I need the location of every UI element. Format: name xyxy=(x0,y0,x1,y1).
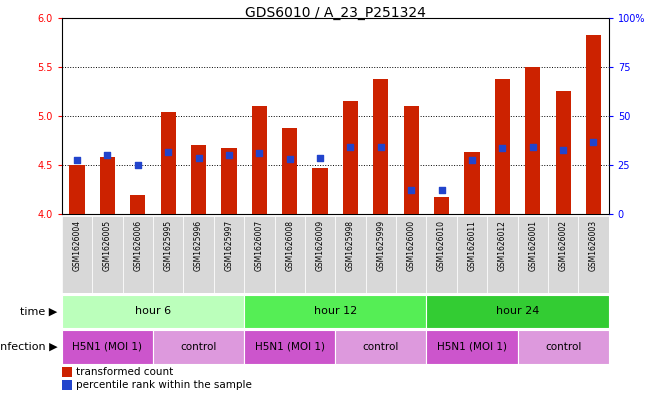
Bar xyxy=(161,112,176,214)
Text: GSM1626000: GSM1626000 xyxy=(407,220,416,271)
Bar xyxy=(214,216,244,293)
Text: GSM1626003: GSM1626003 xyxy=(589,220,598,271)
Point xyxy=(163,149,173,156)
Point xyxy=(254,150,264,156)
Point xyxy=(193,155,204,161)
Bar xyxy=(426,295,609,328)
Text: GSM1625996: GSM1625996 xyxy=(194,220,203,271)
Bar xyxy=(244,216,275,293)
Text: GSM1626012: GSM1626012 xyxy=(498,220,507,271)
Bar xyxy=(426,330,518,364)
Bar xyxy=(275,216,305,293)
Bar xyxy=(62,367,72,377)
Text: GSM1626009: GSM1626009 xyxy=(316,220,325,271)
Bar xyxy=(184,216,214,293)
Bar xyxy=(130,195,145,214)
Bar xyxy=(70,165,85,214)
Text: GSM1626004: GSM1626004 xyxy=(72,220,81,271)
Bar xyxy=(578,216,609,293)
Text: H5N1 (MOI 1): H5N1 (MOI 1) xyxy=(437,342,507,352)
Bar xyxy=(487,216,518,293)
Text: hour 6: hour 6 xyxy=(135,307,171,316)
Bar xyxy=(305,216,335,293)
Point xyxy=(133,162,143,168)
Bar xyxy=(495,79,510,214)
Point xyxy=(527,144,538,151)
Bar xyxy=(62,380,72,390)
Text: transformed count: transformed count xyxy=(76,367,173,377)
Point xyxy=(315,155,326,161)
Text: control: control xyxy=(363,342,399,352)
Bar xyxy=(525,67,540,214)
Bar xyxy=(252,106,267,214)
Bar xyxy=(343,101,358,214)
Text: GDS6010 / A_23_P251324: GDS6010 / A_23_P251324 xyxy=(245,6,426,20)
Text: hour 12: hour 12 xyxy=(314,307,357,316)
Text: control: control xyxy=(180,342,217,352)
Text: GSM1626010: GSM1626010 xyxy=(437,220,446,271)
Bar xyxy=(92,216,122,293)
Text: GSM1626006: GSM1626006 xyxy=(133,220,143,271)
Text: GSM1625999: GSM1625999 xyxy=(376,220,385,271)
Bar xyxy=(404,106,419,214)
Bar xyxy=(426,216,457,293)
Text: GSM1626007: GSM1626007 xyxy=(255,220,264,271)
Point xyxy=(436,186,447,193)
Text: GSM1626008: GSM1626008 xyxy=(285,220,294,271)
Bar xyxy=(518,216,548,293)
Text: infection ▶: infection ▶ xyxy=(0,342,57,352)
Bar xyxy=(221,148,236,214)
Point xyxy=(406,186,417,193)
Text: GSM1626005: GSM1626005 xyxy=(103,220,112,271)
Bar xyxy=(244,330,335,364)
Bar xyxy=(100,157,115,214)
Bar xyxy=(153,216,184,293)
Bar xyxy=(366,216,396,293)
Bar xyxy=(62,330,153,364)
Bar xyxy=(457,216,487,293)
Bar xyxy=(396,216,426,293)
Bar xyxy=(62,295,244,328)
Bar xyxy=(153,330,244,364)
Text: percentile rank within the sample: percentile rank within the sample xyxy=(76,380,252,389)
Text: H5N1 (MOI 1): H5N1 (MOI 1) xyxy=(255,342,325,352)
Bar xyxy=(122,216,153,293)
Point xyxy=(589,139,599,145)
Text: GSM1625997: GSM1625997 xyxy=(225,220,234,271)
Text: GSM1626002: GSM1626002 xyxy=(559,220,568,271)
Point xyxy=(376,144,386,151)
Text: control: control xyxy=(545,342,581,352)
Bar xyxy=(191,145,206,214)
Bar xyxy=(586,35,601,214)
Bar xyxy=(312,168,327,214)
Point xyxy=(224,152,234,158)
Point xyxy=(345,144,355,151)
Point xyxy=(102,152,113,158)
Point xyxy=(497,145,508,151)
Bar xyxy=(62,216,92,293)
Text: GSM1625998: GSM1625998 xyxy=(346,220,355,271)
Bar xyxy=(548,216,578,293)
Text: H5N1 (MOI 1): H5N1 (MOI 1) xyxy=(72,342,143,352)
Bar xyxy=(464,152,480,214)
Point xyxy=(284,156,295,162)
Text: GSM1626001: GSM1626001 xyxy=(528,220,537,271)
Bar xyxy=(244,295,426,328)
Text: time ▶: time ▶ xyxy=(20,307,57,316)
Bar xyxy=(335,216,366,293)
Bar xyxy=(282,128,298,214)
Text: hour 24: hour 24 xyxy=(496,307,539,316)
Bar xyxy=(434,197,449,214)
Bar xyxy=(518,330,609,364)
Point xyxy=(558,147,568,153)
Text: GSM1625995: GSM1625995 xyxy=(163,220,173,271)
Bar xyxy=(373,79,389,214)
Bar xyxy=(335,330,426,364)
Text: GSM1626011: GSM1626011 xyxy=(467,220,477,271)
Point xyxy=(72,157,82,163)
Point xyxy=(467,157,477,163)
Bar xyxy=(555,91,571,214)
